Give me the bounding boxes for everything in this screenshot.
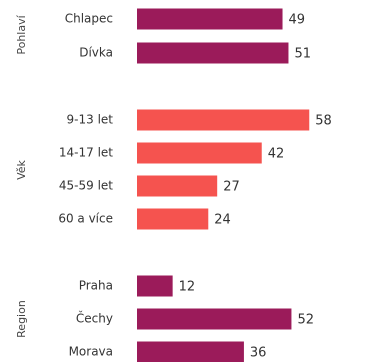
- value-label: 42: [268, 147, 285, 162]
- category-label: 60 a více: [58, 212, 113, 226]
- value-label: 58: [315, 114, 332, 129]
- category-label: Praha: [79, 279, 113, 293]
- group-label: Pohlaví: [15, 14, 28, 54]
- category-label: Čechy: [76, 311, 113, 326]
- bar: [137, 308, 292, 330]
- bar: [137, 175, 218, 197]
- category-label: 14-17 let: [59, 146, 113, 160]
- category-label: Chlapec: [65, 12, 113, 26]
- value-label: 52: [297, 313, 314, 328]
- value-label: 36: [250, 346, 267, 361]
- bar: [137, 42, 289, 64]
- value-label: 49: [289, 13, 306, 28]
- value-label: 12: [179, 280, 196, 295]
- category-label: Dívka: [79, 46, 113, 60]
- category-label: Morava: [69, 345, 113, 359]
- bar: [137, 341, 244, 362]
- value-label: 24: [214, 213, 231, 228]
- bar: [137, 109, 310, 131]
- bar: [137, 8, 283, 30]
- value-label: 27: [223, 180, 240, 195]
- value-label: 51: [294, 47, 311, 62]
- bar: [137, 208, 209, 230]
- group-label: Věk: [15, 159, 28, 179]
- category-label: 45-59 let: [59, 179, 113, 193]
- category-label: 9-13 let: [67, 113, 114, 127]
- group-label: Region: [15, 300, 28, 338]
- bar: [137, 275, 173, 297]
- bar: [137, 142, 262, 164]
